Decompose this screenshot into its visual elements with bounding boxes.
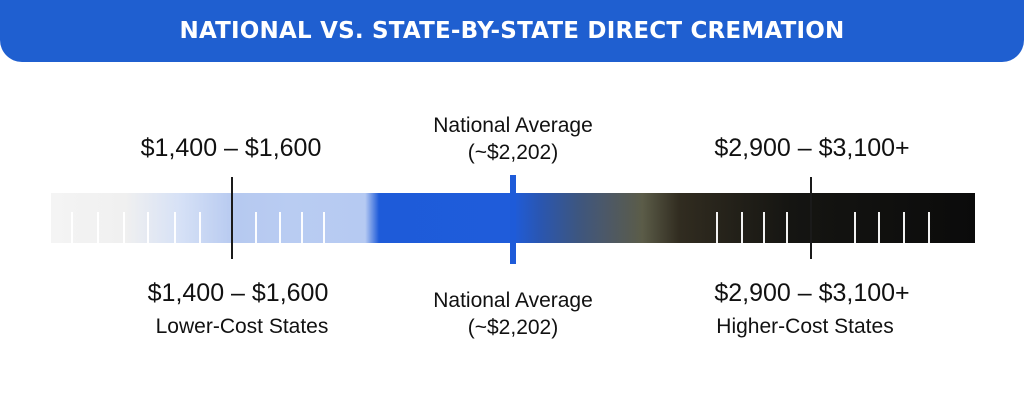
page-title: NATIONAL VS. STATE-BY-STATE DIRECT CREMA…	[179, 18, 845, 44]
top-national-average-label: National Average (~$2,202)	[433, 112, 593, 166]
title-banner: NATIONAL VS. STATE-BY-STATE DIRECT CREMA…	[0, 0, 1024, 62]
top-high-range-label: $2,900 – $3,100+	[714, 134, 910, 162]
higher-cost-states-caption: Higher-Cost States	[716, 315, 894, 338]
high-range-marker-line	[810, 177, 812, 259]
low-range-marker-line	[231, 177, 233, 259]
bottom-national-average-value: (~$2,202)	[467, 316, 559, 339]
bottom-national-average-title: National Average	[433, 289, 593, 312]
lower-cost-states-caption: Lower-Cost States	[155, 315, 329, 338]
bottom-national-average-label: National Average (~$2,202)	[433, 287, 593, 341]
bottom-low-range-label: $1,400 – $1,600	[147, 279, 329, 307]
top-national-average-title: National Average	[433, 114, 593, 137]
top-national-average-value: (~$2,202)	[467, 141, 559, 164]
bottom-high-range-label: $2,900 – $3,100+	[714, 279, 910, 307]
national-average-marker	[510, 175, 516, 264]
top-low-range-label: $1,400 – $1,600	[140, 134, 322, 162]
